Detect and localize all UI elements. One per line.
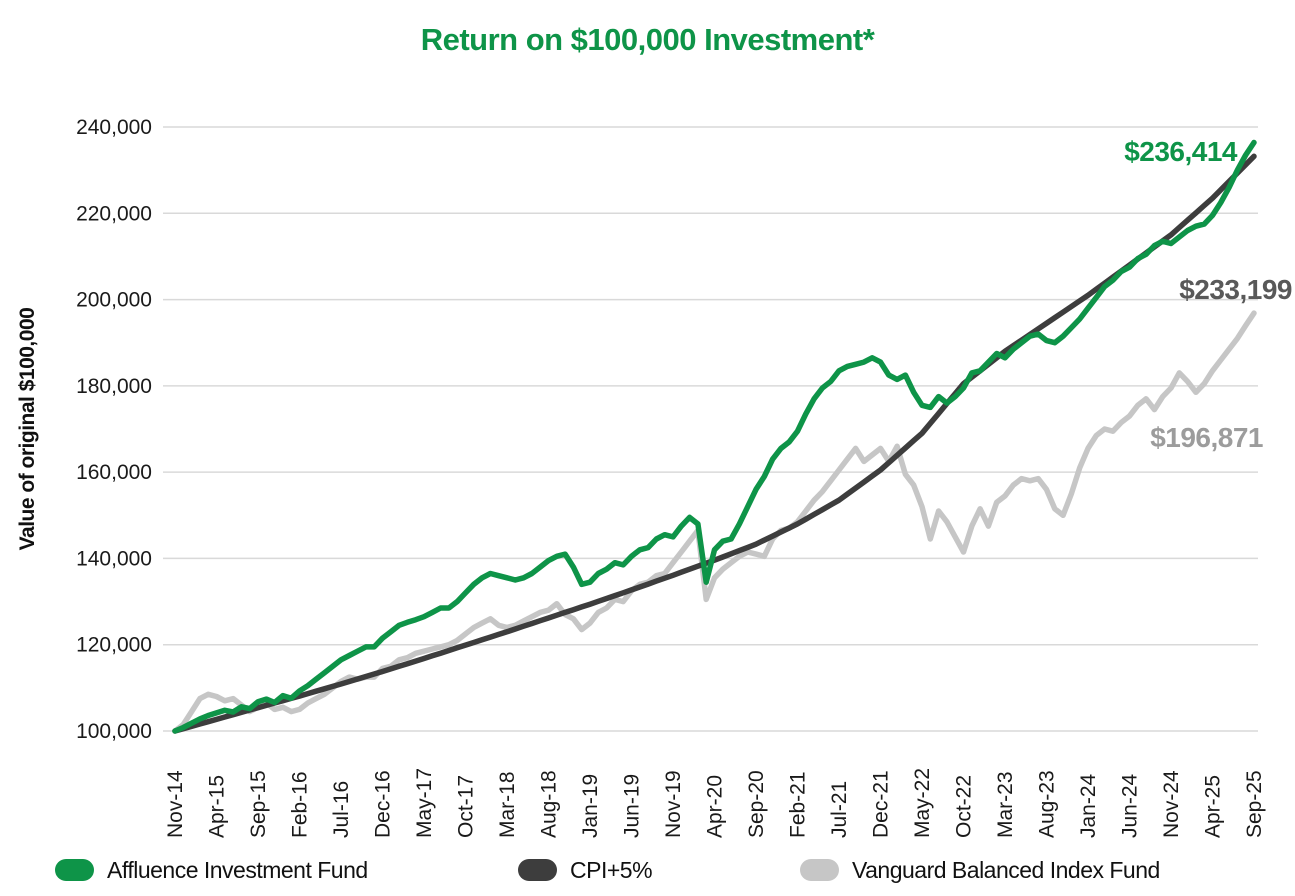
series-end-label-affluence: $236,414 (1124, 136, 1238, 167)
x-tick-label: Mar-18 (496, 771, 519, 838)
chart-title: Return on $100,000 Investment* (420, 22, 875, 57)
x-tick-label: Jul-21 (828, 781, 851, 838)
legend-item-vanguard: Vanguard Balanced Index Fund (800, 852, 1160, 888)
x-tick-label: Sep-25 (1243, 770, 1266, 838)
legend-item-cpi: CPI+5% (518, 852, 653, 888)
y-axis-title: Value of original $100,000 (16, 308, 39, 551)
vanguard-line (172, 310, 1257, 734)
vanguard-swatch-icon (800, 859, 839, 881)
x-tick-label: May-22 (911, 768, 934, 838)
x-tick-label: Dec-21 (870, 770, 893, 838)
x-tick-label: Apr-25 (1202, 775, 1225, 838)
x-tick-label: Nov-14 (164, 770, 187, 838)
affluence-swatch-icon (55, 859, 94, 881)
series-end-label-vanguard: $196,871 (1150, 422, 1263, 453)
y-tick-label: 120,000 (76, 634, 152, 657)
x-tick-label: Jan-19 (579, 774, 602, 838)
y-tick-label: 180,000 (76, 375, 152, 398)
x-tick-label: Nov-24 (1160, 770, 1183, 838)
x-tick-label: Jul-16 (330, 781, 353, 838)
legend-item-affluence: Affluence Investment Fund (55, 852, 368, 888)
x-tick-label: Aug-23 (1036, 770, 1059, 838)
x-tick-label: Oct-17 (455, 775, 478, 838)
series-end-label-cpi: $233,199 (1179, 274, 1292, 305)
x-tick-label: Sep-20 (745, 770, 768, 838)
x-tick-label: Oct-22 (953, 775, 976, 838)
legend-label-cpi: CPI+5% (570, 856, 653, 883)
y-tick-label: 140,000 (76, 547, 152, 570)
y-tick-label: 160,000 (76, 461, 152, 484)
y-tick-label: 100,000 (76, 720, 152, 743)
x-tick-label: Feb-21 (787, 771, 810, 838)
x-tick-label: Aug-18 (538, 770, 561, 838)
x-tick-label: Apr-20 (704, 775, 727, 838)
y-tick-label: 240,000 (76, 116, 152, 139)
x-tick-label: Mar-23 (994, 771, 1017, 838)
x-tick-label: Feb-16 (289, 771, 312, 838)
legend-label-affluence: Affluence Investment Fund (107, 856, 368, 883)
affluence-line (172, 139, 1257, 734)
x-tick-label: Jan-24 (1077, 773, 1100, 838)
chart-plot: 100,000 120,000 140,000 160,000 180,000 200,0… (16, 116, 1293, 838)
x-tick-label: Sep-15 (247, 770, 270, 838)
x-tick-label: Apr-15 (206, 775, 229, 838)
legend: Affluence Investment Fund CPI+5% Vanguar… (0, 852, 1295, 888)
x-tick-label: Nov-19 (662, 770, 685, 838)
x-tick-label: May-17 (413, 768, 436, 838)
y-tick-label: 200,000 (76, 289, 152, 312)
x-tick-label: Dec-16 (372, 770, 395, 838)
x-tick-label: Jun-19 (621, 774, 644, 838)
x-tick-label: Jun-24 (1119, 773, 1142, 838)
legend-label-vanguard: Vanguard Balanced Index Fund (852, 856, 1160, 883)
cpi-swatch-icon (518, 859, 557, 881)
y-tick-label: 220,000 (76, 202, 152, 225)
